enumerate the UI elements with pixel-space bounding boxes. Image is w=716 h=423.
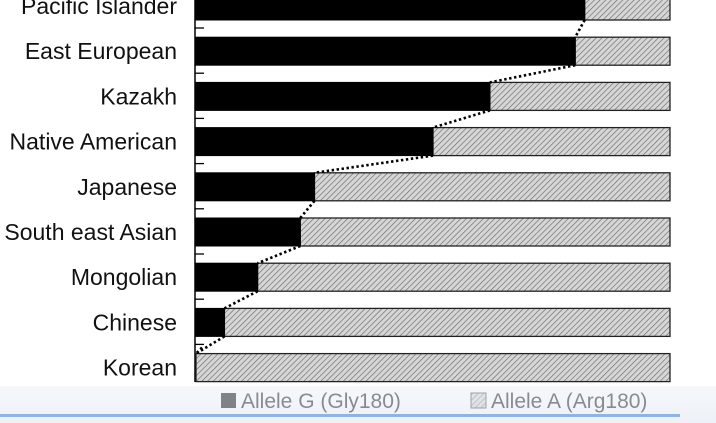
bar-allele-g-1	[195, 36, 576, 66]
bar-allele-g-7	[195, 307, 225, 337]
bar-allele-a-2	[489, 81, 671, 112]
category-label: Kazakh	[100, 83, 177, 109]
trend-line-segment	[489, 63, 576, 84]
category-label: Native American	[10, 129, 177, 155]
bar-allele-g-3	[195, 127, 434, 157]
bar-allele-a-6	[256, 262, 671, 292]
trend-line-segment	[314, 154, 434, 175]
category-label: Korean	[103, 355, 177, 381]
trend-line-segment	[195, 346, 203, 355]
trend-line-segment	[299, 199, 316, 219]
category-label: Japanese	[77, 174, 177, 200]
bar-allele-a-8	[195, 352, 671, 383]
trend-line-segment	[195, 335, 226, 355]
bar-allele-a-7	[223, 307, 671, 338]
trend-line-segment	[432, 109, 491, 129]
category-label: Chinese	[93, 309, 177, 335]
bar-allele-a-0	[584, 0, 671, 21]
bar-allele-a-4	[313, 172, 671, 202]
category-label: Mongolian	[71, 264, 177, 290]
progress-line	[0, 414, 680, 417]
bar-allele-g-5	[195, 217, 301, 247]
player-bottom-bar	[0, 386, 716, 423]
trend-line-segment	[223, 290, 259, 310]
bar-allele-a-5	[299, 217, 671, 247]
trend-line-segment	[574, 19, 586, 38]
bar-allele-a-1	[574, 36, 671, 66]
bar-allele-a-3	[432, 126, 671, 157]
category-label: Pacific Islander	[21, 0, 177, 19]
category-label: East European	[25, 38, 177, 64]
bar-allele-g-0	[195, 0, 586, 21]
bar-allele-g-6	[195, 262, 259, 292]
bar-allele-g-2	[195, 81, 491, 111]
category-label: South east Asian	[4, 219, 177, 245]
trend-line-segment	[257, 244, 301, 265]
bar-allele-g-4	[195, 172, 315, 202]
